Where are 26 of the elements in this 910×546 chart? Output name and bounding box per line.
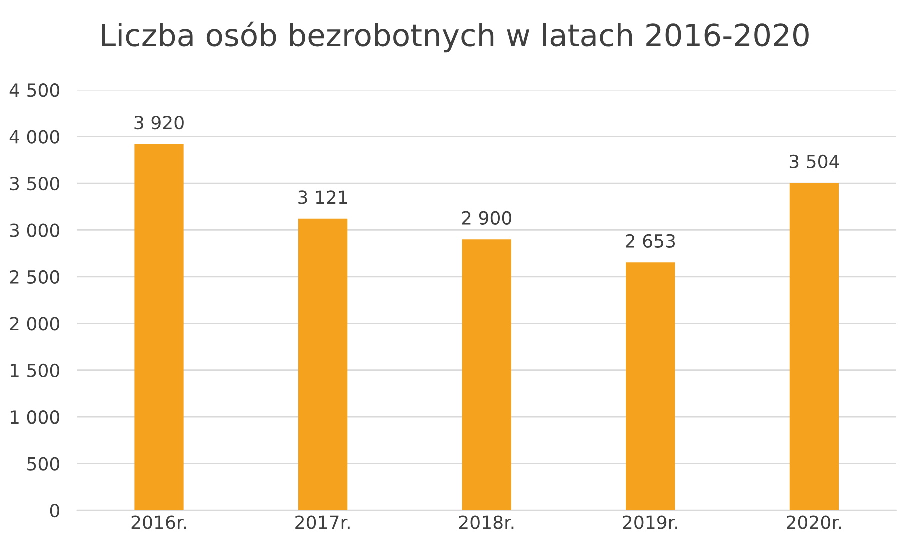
data-label: 3 121	[298, 190, 348, 204]
y-tick-label: 1 000	[10, 410, 60, 424]
y-tick-label: 3 000	[10, 224, 60, 238]
bar	[298, 218, 348, 511]
x-tick-label: 2020r.	[787, 516, 842, 530]
data-label: 2 653	[626, 234, 676, 248]
data-label: 3 504	[790, 154, 840, 169]
y-tick-label: 2 000	[10, 317, 60, 331]
bar	[134, 144, 184, 511]
y-tick-label: 500	[28, 457, 60, 471]
data-label: 3 920	[134, 116, 184, 130]
y-tick-label: 1 500	[10, 364, 60, 378]
x-tick-label: 2018r.	[459, 516, 514, 530]
y-tick-label: 4 500	[10, 84, 60, 98]
x-tick-label: 2016r.	[132, 516, 186, 530]
y-tick-label: 4 000	[10, 130, 60, 144]
y-tick-label: 0	[50, 504, 60, 518]
data-label: 2 900	[462, 211, 512, 225]
y-tick-label: 2 500	[10, 270, 60, 284]
y-tick-label: 3 500	[10, 176, 60, 191]
bar	[626, 262, 676, 511]
bar	[790, 183, 840, 511]
x-tick-label: 2017r.	[296, 516, 350, 530]
bar	[462, 240, 512, 511]
chart-title: Liczba osób bezrobotnych w latach 2016-2020	[102, 22, 809, 53]
x-tick-label: 2019r.	[623, 516, 678, 530]
